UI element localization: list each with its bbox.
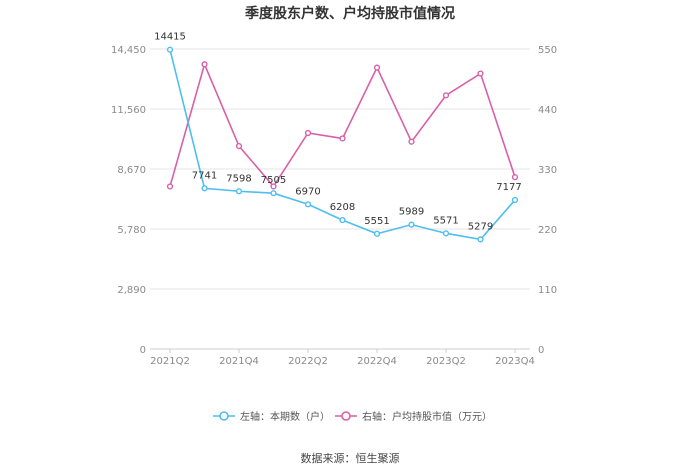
data-source: 数据来源：恒生聚源 — [301, 451, 400, 465]
data-point[interactable] — [373, 230, 381, 237]
left-axis-tick-label: 14,450 — [111, 45, 146, 56]
data-point[interactable] — [339, 217, 346, 224]
data-point[interactable] — [373, 64, 381, 71]
x-axis-tick-label: 2023Q4 — [495, 356, 535, 367]
data-label: 7505 — [261, 175, 286, 186]
x-axis-tick-label: 2021Q2 — [150, 356, 190, 367]
data-point[interactable] — [201, 61, 208, 68]
grid-lines — [150, 48, 530, 290]
left-axis-tick-label: 0 — [140, 345, 146, 356]
right-axis-tick-label: 330 — [538, 165, 557, 176]
data-label: 5279 — [468, 221, 493, 232]
legend-item-avg-value[interactable]: 右轴：户均持股市值（万元） — [335, 410, 492, 423]
data-label: 7598 — [226, 173, 251, 184]
legend-label: 右轴：户均持股市值（万元） — [362, 410, 492, 423]
data-point[interactable] — [235, 142, 243, 150]
right-axis-tick-label: 220 — [538, 225, 557, 236]
data-label: 6970 — [295, 186, 320, 197]
series-layer — [166, 46, 519, 243]
x-axis-tick-label: 2022Q4 — [357, 356, 397, 367]
data-point[interactable] — [166, 183, 174, 190]
x-axis-tick-label: 2021Q4 — [219, 356, 259, 367]
data-point[interactable] — [442, 92, 450, 99]
data-label: 7177 — [496, 182, 521, 193]
data-point[interactable] — [270, 190, 277, 197]
data-label: 5571 — [433, 215, 458, 226]
right-axis-tick-label: 440 — [538, 105, 557, 116]
right-axis-tick-label: 550 — [538, 45, 557, 56]
data-label: 6208 — [330, 202, 355, 213]
data-point[interactable] — [339, 135, 346, 142]
data-point[interactable] — [511, 174, 519, 181]
data-point[interactable] — [477, 236, 484, 243]
right-axis-tick-label: 110 — [538, 285, 557, 296]
x-axis-tick-label: 2022Q2 — [288, 356, 328, 367]
legend[interactable]: 左轴：本期数（户） 右轴：户均持股市值（万元） — [213, 410, 492, 423]
x-axis-tick-label: 2023Q2 — [426, 356, 466, 367]
left-axis-tick-label: 8,670 — [117, 165, 146, 176]
data-point[interactable] — [442, 230, 450, 237]
data-label: 7741 — [192, 170, 217, 181]
left-axis-tick-label: 5,780 — [117, 225, 146, 236]
chart-title: 季度股东户数、户均持股市值情况 — [244, 5, 455, 22]
right-axis-tick-label: 0 — [538, 345, 544, 356]
data-point[interactable] — [304, 129, 312, 137]
data-point[interactable] — [166, 46, 174, 53]
data-label: 14415 — [154, 32, 186, 43]
data-point[interactable] — [511, 196, 519, 204]
legend-item-holders[interactable]: 左轴：本期数（户） — [213, 410, 330, 423]
left-axis-tick-label: 2,890 — [117, 285, 146, 296]
left-axis-tick-label: 11,560 — [111, 105, 146, 116]
data-point[interactable] — [477, 70, 484, 77]
data-label: 5551 — [364, 216, 389, 227]
legend-marker-icon — [219, 411, 229, 421]
data-point[interactable] — [201, 185, 208, 192]
legend-label: 左轴：本期数（户） — [240, 410, 330, 423]
legend-marker-icon — [341, 411, 351, 421]
axes: 0 0 2,890 110 5,780 220 8,670 330 11,560 440 14,45… — [111, 45, 557, 367]
data-labels: 14415 7741 7598 7505 6970 6208 5551 5989 5571 527… — [154, 32, 522, 233]
data-point[interactable] — [304, 201, 312, 208]
data-point[interactable] — [270, 183, 277, 190]
data-label: 5989 — [399, 207, 424, 218]
data-point[interactable] — [408, 221, 415, 228]
data-point[interactable] — [408, 138, 415, 145]
data-point[interactable] — [235, 188, 243, 195]
series-line-avg-value — [169, 61, 516, 188]
